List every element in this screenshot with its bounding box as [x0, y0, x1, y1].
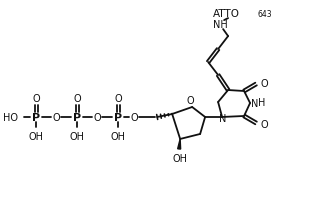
Text: H: H	[258, 98, 265, 107]
Text: 643: 643	[257, 10, 272, 19]
Text: O: O	[74, 94, 81, 103]
Text: OH: OH	[111, 131, 126, 141]
Text: O: O	[131, 113, 138, 122]
Text: O: O	[115, 94, 122, 103]
Text: O: O	[33, 94, 40, 103]
Text: N: N	[251, 99, 259, 108]
Text: O: O	[94, 113, 101, 122]
Text: ATTO: ATTO	[213, 9, 240, 19]
Text: O: O	[260, 79, 268, 89]
Text: HO: HO	[3, 113, 18, 122]
Text: OH: OH	[173, 153, 188, 163]
Text: OH: OH	[29, 131, 44, 141]
Text: P: P	[32, 113, 40, 122]
Polygon shape	[178, 139, 181, 149]
Text: O: O	[186, 96, 194, 105]
Text: P: P	[73, 113, 81, 122]
Text: O: O	[53, 113, 60, 122]
Text: N: N	[219, 113, 227, 123]
Text: O: O	[260, 119, 268, 129]
Text: P: P	[114, 113, 122, 122]
Text: OH: OH	[70, 131, 85, 141]
Text: NH: NH	[213, 20, 228, 30]
